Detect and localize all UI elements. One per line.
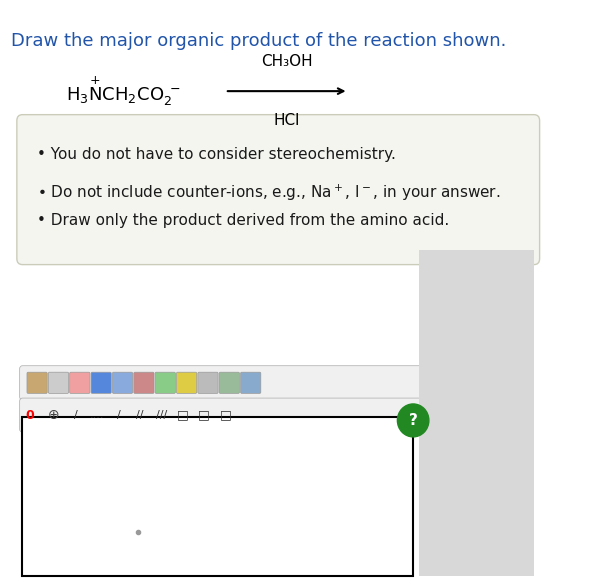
Bar xyxy=(22,417,413,576)
FancyBboxPatch shape xyxy=(177,372,197,393)
FancyBboxPatch shape xyxy=(70,372,90,393)
Text: Draw the major organic product of the reaction shown.: Draw the major organic product of the re… xyxy=(11,32,507,51)
Bar xyxy=(419,250,534,576)
FancyBboxPatch shape xyxy=(112,372,133,393)
FancyBboxPatch shape xyxy=(91,372,111,393)
Text: • You do not have to consider stereochemistry.: • You do not have to consider stereochem… xyxy=(37,147,395,162)
Text: ///: /// xyxy=(156,410,167,420)
Text: • Draw only the product derived from the amino acid.: • Draw only the product derived from the… xyxy=(37,213,449,229)
FancyBboxPatch shape xyxy=(134,372,154,393)
Text: 0: 0 xyxy=(25,409,34,422)
FancyBboxPatch shape xyxy=(240,372,261,393)
Text: //: // xyxy=(136,410,144,420)
FancyBboxPatch shape xyxy=(48,372,69,393)
Text: □: □ xyxy=(198,409,210,422)
Text: • Do not include counter-ions, e.g., Na$^+$, I$^-$, in your answer.: • Do not include counter-ions, e.g., Na$… xyxy=(37,182,500,203)
FancyBboxPatch shape xyxy=(17,115,540,265)
Text: ⊕: ⊕ xyxy=(47,408,59,422)
Text: □: □ xyxy=(219,409,231,422)
Text: $\mathrm{H_3\overset{+}{N}CH_2CO_2^{\ -}}$: $\mathrm{H_3\overset{+}{N}CH_2CO_2^{\ -}… xyxy=(66,74,182,108)
Text: /: / xyxy=(74,410,78,420)
Text: ?: ? xyxy=(409,413,418,428)
Text: □: □ xyxy=(177,409,189,422)
Text: /: / xyxy=(117,410,120,420)
FancyBboxPatch shape xyxy=(20,366,508,400)
FancyBboxPatch shape xyxy=(198,372,218,393)
Text: ....: .... xyxy=(90,410,105,420)
FancyBboxPatch shape xyxy=(219,372,239,393)
Circle shape xyxy=(397,404,429,437)
Text: CH₃OH: CH₃OH xyxy=(261,54,313,69)
FancyBboxPatch shape xyxy=(155,372,175,393)
Text: HCl: HCl xyxy=(273,113,300,129)
FancyBboxPatch shape xyxy=(27,372,47,393)
FancyBboxPatch shape xyxy=(20,398,508,432)
